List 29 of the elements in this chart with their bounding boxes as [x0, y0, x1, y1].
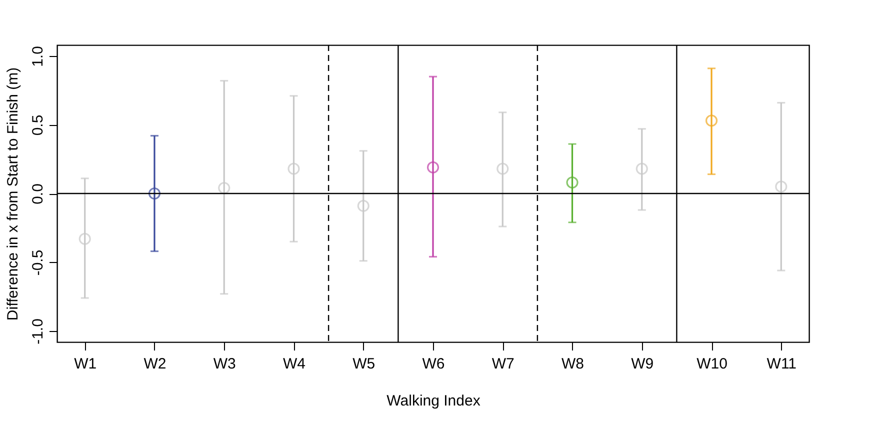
- y-tick-label: -1.0: [30, 318, 46, 344]
- point: [775, 180, 788, 193]
- point: [636, 162, 648, 175]
- x-tick-label: W4: [282, 356, 306, 372]
- point: [705, 114, 718, 127]
- point: [357, 200, 370, 212]
- point: [496, 162, 509, 175]
- y-tick-label: 0.0: [30, 184, 46, 204]
- x-tick-label: W10: [696, 356, 728, 372]
- y-axis-title: Difference in x from Start to Finish (m): [4, 67, 22, 321]
- y-tick-label: 1.0: [30, 46, 46, 67]
- y-tick-label: 0.5: [30, 114, 46, 136]
- point: [78, 232, 91, 245]
- x-tick-label: W2: [144, 356, 166, 372]
- x-tick-label: W1: [74, 356, 97, 372]
- x-tick-label: W3: [213, 356, 236, 372]
- x-tick-label: W8: [562, 356, 584, 372]
- x-tick-label: W11: [766, 356, 797, 372]
- y-tick-label: -0.5: [30, 250, 46, 276]
- point: [566, 176, 578, 189]
- point: [218, 182, 230, 194]
- point: [426, 161, 440, 174]
- x-tick-label: W6: [422, 356, 445, 372]
- x-axis-title: Walking Index: [386, 392, 481, 410]
- x-tick-label: W9: [631, 356, 654, 372]
- x-tick-label: W5: [352, 356, 376, 372]
- point: [148, 187, 161, 200]
- point: [288, 162, 300, 175]
- x-tick-label: W7: [492, 356, 514, 372]
